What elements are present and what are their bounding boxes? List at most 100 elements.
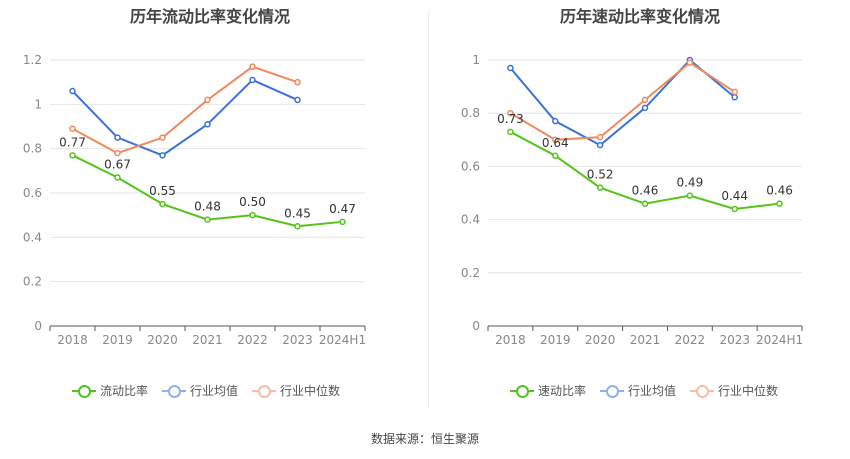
left-data-point-avg (114, 134, 121, 141)
legend-label-industry-median-left: 行业中位数 (280, 384, 341, 398)
right-y-tick-label: 0 (472, 319, 480, 333)
legend-swatch-quick-ratio (510, 384, 534, 398)
chart-divider (428, 10, 429, 408)
left-x-tick-label: 2023 (282, 333, 313, 347)
right-series-line-avg (509, 58, 736, 147)
legend-item-current-ratio[interactable]: 流动比率 (72, 382, 148, 399)
left-data-point-avg (249, 76, 256, 84)
left-x-tick-label: 2019 (102, 333, 133, 347)
right-data-label: 0.46 (632, 184, 659, 198)
legend-swatch-industry-median-left (252, 384, 277, 398)
right-data-point-avg (731, 93, 738, 101)
right-x-tick-label: 2018 (495, 333, 526, 347)
left-data-point-avg (204, 121, 211, 128)
left-series-line-median (72, 65, 298, 155)
left-data-point-median (204, 96, 211, 104)
right-x-tick-label: 2020 (585, 333, 616, 347)
left-y-tick-label: 1.2 (23, 53, 42, 67)
left-legend: 流动比率 行业均值 行业中位数 (72, 382, 354, 399)
left-data-point-median (294, 78, 301, 86)
legend-label-industry-median-right: 行业中位数 (718, 384, 779, 398)
legend-swatch-industry-median-right (690, 384, 715, 398)
right-x-tick-label: 2019 (540, 333, 571, 347)
right-data-point-median (686, 59, 694, 66)
data-source-note: 数据来源：恒生聚源 (370, 432, 479, 446)
left-x-tick-label: 2018 (57, 333, 88, 347)
legend-item-quick-ratio[interactable]: 速动比率 (510, 382, 586, 399)
left-data-point-company (249, 211, 256, 219)
left-y-tick-label: 1 (34, 97, 42, 111)
legend-item-industry-average-left[interactable]: 行业均值 (162, 382, 238, 399)
left-data-point-company (69, 152, 76, 159)
left-data-point-company (339, 218, 346, 226)
legend-swatch-industry-average-right (600, 384, 625, 398)
right-y-tick-label: 0.2 (461, 266, 480, 280)
right-data-point-avg (641, 104, 649, 112)
left-data-point-company (204, 216, 211, 223)
left-y-tick-label: 0.6 (23, 186, 42, 200)
legend-label-current-ratio: 流动比率 (100, 384, 149, 398)
left-data-label: 0.55 (149, 184, 176, 198)
right-data-label: 0.52 (587, 168, 614, 182)
left-data-label: 0.47 (329, 202, 356, 216)
right-data-label: 0.73 (497, 112, 524, 126)
legend-item-industry-median-right[interactable]: 行业中位数 (690, 382, 778, 399)
legend-swatch-industry-average-left (162, 384, 187, 398)
right-data-point-company (552, 152, 559, 160)
left-x-tick-label: 2021 (192, 333, 223, 347)
right-data-label: 0.44 (721, 189, 748, 203)
legend-label-industry-average-right: 行业均值 (628, 384, 677, 398)
left-data-point-median (249, 63, 256, 70)
right-data-point-company (776, 200, 783, 207)
right-data-label: 0.49 (676, 176, 703, 190)
right-x-tick-label: 2022 (675, 333, 706, 347)
left-data-label: 0.45 (284, 206, 311, 220)
left-y-tick-label: 0.8 (23, 142, 42, 156)
right-data-point-median (552, 136, 559, 144)
right-data-point-avg (552, 117, 559, 125)
right-data-point-company (596, 184, 604, 191)
legend-label-quick-ratio: 速动比率 (538, 384, 587, 398)
right-data-point-median (731, 88, 738, 96)
left-data-label: 0.77 (59, 135, 86, 149)
legend-item-industry-median-left[interactable]: 行业中位数 (252, 382, 340, 399)
right-legend: 速动比率 行业均值 行业中位数 (510, 382, 792, 399)
left-y-tick-label: 0.2 (23, 275, 42, 289)
left-data-label: 0.50 (239, 195, 266, 209)
right-data-point-company (507, 128, 514, 136)
right-x-tick-label: 2021 (630, 333, 661, 347)
left-data-point-median (159, 134, 166, 141)
left-x-tick-label: 2020 (147, 333, 178, 347)
left-data-point-avg (69, 87, 76, 95)
right-y-tick-label: 0.4 (461, 213, 480, 227)
left-data-point-company (114, 174, 121, 181)
right-data-point-company (731, 205, 738, 213)
right-data-point-avg (596, 141, 604, 149)
right-x-tick-label: 2024H1 (756, 333, 803, 347)
left-data-point-company (159, 200, 166, 208)
legend-item-industry-average-right[interactable]: 行业均值 (600, 382, 676, 399)
left-data-point-company (294, 223, 301, 230)
right-data-point-median (507, 109, 514, 117)
left-data-point-median (114, 149, 121, 157)
legend-swatch-current-ratio (72, 384, 96, 398)
left-data-label: 0.48 (194, 200, 221, 214)
right-data-point-company (686, 192, 694, 199)
right-data-point-median (596, 133, 604, 141)
left-data-point-avg (294, 96, 301, 104)
right-x-tick-label: 2023 (719, 333, 750, 347)
left-x-tick-label: 2024H1 (319, 333, 366, 347)
right-data-point-avg (507, 64, 514, 72)
left-data-label: 0.67 (104, 157, 131, 171)
left-x-tick-label: 2022 (237, 333, 268, 347)
left-y-tick-label: 0.4 (23, 230, 42, 244)
right-data-label: 0.64 (542, 136, 569, 150)
left-data-point-median (69, 125, 76, 132)
legend-label-industry-average-left: 行业均值 (190, 384, 239, 398)
right-y-tick-label: 0.8 (461, 106, 480, 120)
right-series-line-median (509, 61, 736, 141)
left-data-point-avg (159, 152, 166, 159)
right-data-point-company (641, 200, 649, 207)
left-series-line-avg (71, 78, 298, 157)
